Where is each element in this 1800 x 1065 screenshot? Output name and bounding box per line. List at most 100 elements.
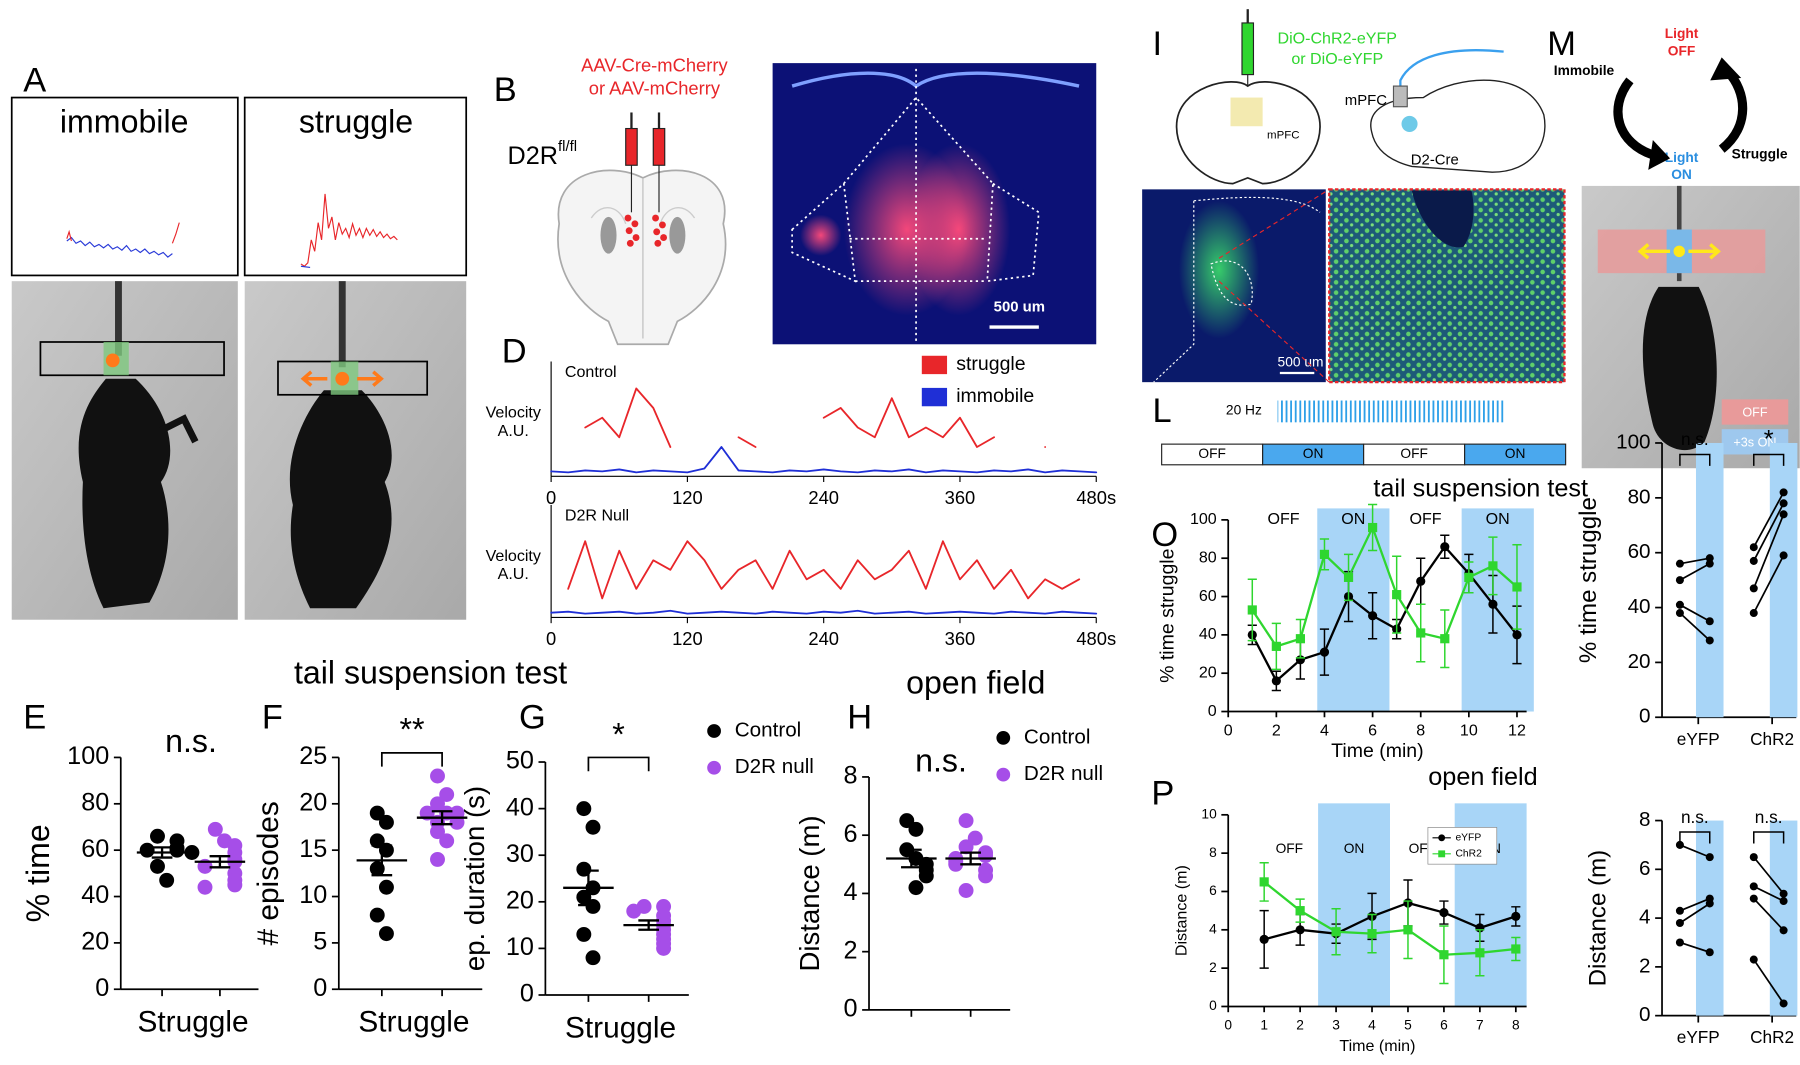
data-point	[1440, 542, 1450, 552]
data-point	[1295, 925, 1305, 935]
y-tick-label: 100	[1190, 510, 1217, 528]
significance-label: **	[399, 712, 424, 748]
data-point	[1392, 590, 1402, 600]
data-point	[958, 883, 974, 898]
light-on-label: ON	[1671, 167, 1692, 182]
data-point	[1271, 641, 1281, 651]
velocity-trace	[550, 446, 1098, 474]
data-point	[585, 819, 601, 835]
data-point	[1475, 948, 1485, 958]
light-on-label: Light	[1665, 150, 1699, 165]
panel-letter: F	[262, 699, 283, 737]
panel-l-shape	[1277, 400, 1505, 423]
data-point	[1675, 918, 1684, 927]
data-point	[1705, 899, 1714, 908]
x-tick-label: 480s	[1076, 487, 1116, 508]
panel-letter: H	[847, 699, 872, 737]
stimulation-shade	[1769, 442, 1798, 718]
panel-a-shape	[66, 236, 173, 258]
virus-label: or DiO-eYFP	[1291, 50, 1383, 68]
y-tick-label: 2	[1209, 960, 1217, 975]
data-point	[1440, 634, 1450, 644]
panel-a-shape	[10, 96, 239, 277]
mouse-line-superscript: fl/fl	[558, 139, 577, 155]
y-tick-label: 2	[843, 936, 857, 964]
chart-title: tail suspension test	[294, 654, 567, 690]
y-tick-label: 0	[313, 974, 327, 1002]
panel-a-shape	[300, 265, 311, 268]
data-point	[430, 768, 445, 784]
data-point	[227, 877, 243, 893]
data-point	[1416, 628, 1426, 638]
y-tick-label: 20	[1628, 650, 1651, 673]
x-tick-label: 7	[1476, 1018, 1484, 1033]
data-point	[1511, 911, 1521, 921]
y-tick-label: 15	[299, 835, 327, 863]
on-label: +3s ON	[1733, 435, 1776, 449]
data-point	[958, 839, 974, 855]
significance-label: n.s.	[915, 743, 967, 779]
data-point	[1439, 907, 1449, 918]
panel-letter: D	[502, 333, 527, 371]
panel-letter: A	[23, 62, 46, 100]
data-point	[908, 821, 924, 837]
data-point	[1488, 561, 1498, 571]
data-point	[1403, 925, 1413, 935]
panel-n-shape	[1673, 245, 1685, 258]
y-tick-label: 50	[506, 747, 534, 775]
legend-marker	[707, 724, 721, 738]
x-tick-label: 120	[672, 628, 703, 649]
trace-label: Control	[565, 363, 617, 381]
significance-label: n.s.	[1681, 429, 1709, 449]
virus-label: DiO-ChR2-eYFP	[1278, 29, 1397, 47]
panel-i-shape	[1401, 115, 1418, 132]
panel-i-shape	[1175, 81, 1321, 185]
y-tick-label: 8	[1209, 845, 1217, 860]
y-tick-label: 2	[1639, 954, 1650, 977]
significance-label: *	[1764, 425, 1774, 453]
data-point	[207, 821, 223, 837]
group-label: eYFP	[1677, 1027, 1720, 1047]
virus-label: AAV-Cre-mCherry	[581, 54, 728, 75]
x-tick-label: 240	[808, 487, 839, 508]
data-point	[1779, 999, 1788, 1008]
data-point	[1749, 955, 1758, 964]
panel-letter: P	[1151, 774, 1174, 812]
sem-bar	[209, 855, 231, 869]
y-axis-label: Distance (m)	[1584, 850, 1611, 987]
panel-b-shape-shape	[658, 221, 666, 229]
epoch-label: OFF	[1400, 446, 1428, 461]
panel-b-shape	[557, 169, 727, 346]
data-point	[430, 851, 445, 867]
pair-line	[1679, 897, 1711, 912]
y-tick-label: 40	[1199, 625, 1217, 643]
pair-line	[1753, 959, 1785, 1004]
y-tick-label: 80	[1199, 548, 1217, 566]
stimulation-shade	[1769, 820, 1798, 1016]
y-axis-label: Distance (m)	[1173, 865, 1191, 956]
legend-box	[1427, 827, 1498, 865]
significance-label: n.s.	[165, 723, 217, 759]
y-tick-label: 5	[313, 928, 327, 956]
pair-line	[1679, 612, 1711, 642]
charts: 0 120 240 360 480sControlVelocityA.U.struggl…	[20, 353, 1798, 1055]
panel-m-shape	[1613, 77, 1655, 160]
series-line	[1263, 901, 1517, 941]
panel-b-shape-shape	[631, 220, 639, 228]
x-tick-label: 5	[1404, 1018, 1412, 1033]
epoch-label: ON	[1303, 446, 1324, 461]
panel-j-shape	[1153, 196, 1321, 383]
pair-line	[1679, 844, 1711, 858]
y-tick-label: 0	[1209, 998, 1217, 1013]
panel-a-shape	[105, 353, 120, 368]
panel-c-shape	[906, 143, 1011, 316]
y-axis-label: A.U.	[498, 565, 529, 583]
x-tick-label: 480s	[1076, 628, 1116, 649]
legend-label: ChR2	[1455, 849, 1482, 860]
y-tick-label: 10	[1201, 806, 1217, 821]
y-tick-label: 10	[506, 933, 534, 961]
panel-letter: E	[23, 699, 46, 737]
data-point	[150, 858, 165, 874]
panel-a-shape	[243, 96, 468, 277]
